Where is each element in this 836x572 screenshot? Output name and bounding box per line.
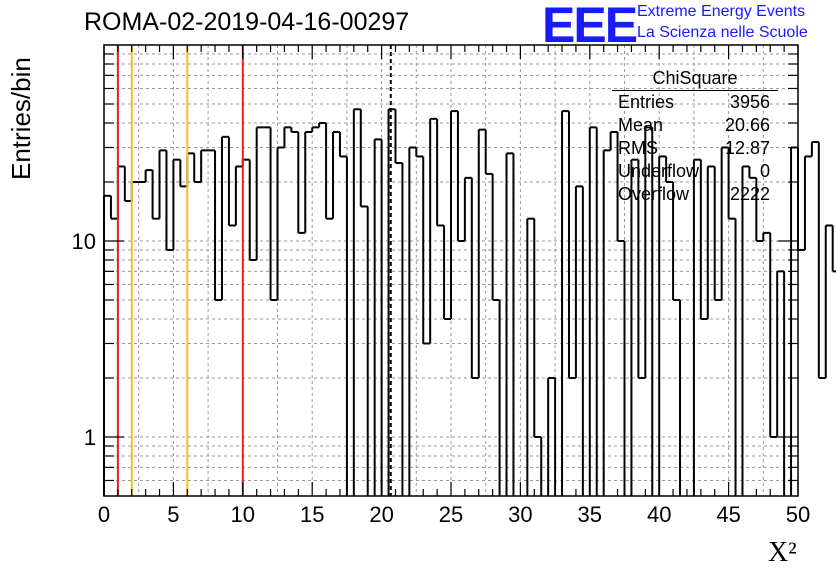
stats-key: RMS [618,138,658,158]
x-tick-label: 45 [716,502,740,527]
stats-key: Entries [618,92,675,112]
logo-line-1: Extreme Energy Events [637,3,806,20]
stats-row: Overflow 2222 [618,184,770,206]
histogram-bars [103,108,836,496]
x-tick-label: 15 [300,502,324,527]
marker-lines [116,45,392,496]
y-tick-label: 10 [72,229,96,254]
stats-key: Mean [618,115,664,135]
stats-row: Mean 20.66 [618,115,770,137]
x-axis-label: X² [768,537,797,568]
axis-ticks: 0 5 10 15 20 25 30 35 40 45 50 1 10 [72,45,810,527]
stats-row: Underflow 0 [618,161,770,183]
stats-key: Underflow [618,161,700,181]
eee-logo: EEE [542,0,638,53]
logo-line-2: La Scienza nelle Scuole [637,24,808,41]
stats-value: 20.66 [724,115,770,135]
x-tick-label: 0 [98,502,110,527]
x-tick-label: 5 [167,502,179,527]
x-tick-label: 20 [369,502,393,527]
x-tick-label: 30 [508,502,532,527]
stats-row: Entries 3956 [618,92,770,114]
y-tick-label: 1 [84,425,96,450]
stats-key: Overflow [618,184,690,204]
stats-box: ChiSquare Entries 3956 Mean 20.66 RMS 12… [612,68,778,214]
stats-value: 0 [759,161,770,181]
plot-title: ROMA-02-2019-04-16-00297 [84,8,410,36]
stats-divider [612,90,778,91]
x-tick-label: 10 [231,502,255,527]
stats-value: 12.87 [724,138,770,158]
x-tick-label: 40 [647,502,671,527]
stats-value: 3956 [729,92,770,112]
x-tick-label: 50 [786,502,810,527]
stats-value: 2222 [729,184,770,204]
x-tick-label: 25 [439,502,463,527]
y-axis-label: Entries/bin [6,57,36,180]
stats-row: RMS 12.87 [618,138,770,160]
x-tick-label: 35 [578,502,602,527]
stats-title: ChiSquare [652,68,738,88]
